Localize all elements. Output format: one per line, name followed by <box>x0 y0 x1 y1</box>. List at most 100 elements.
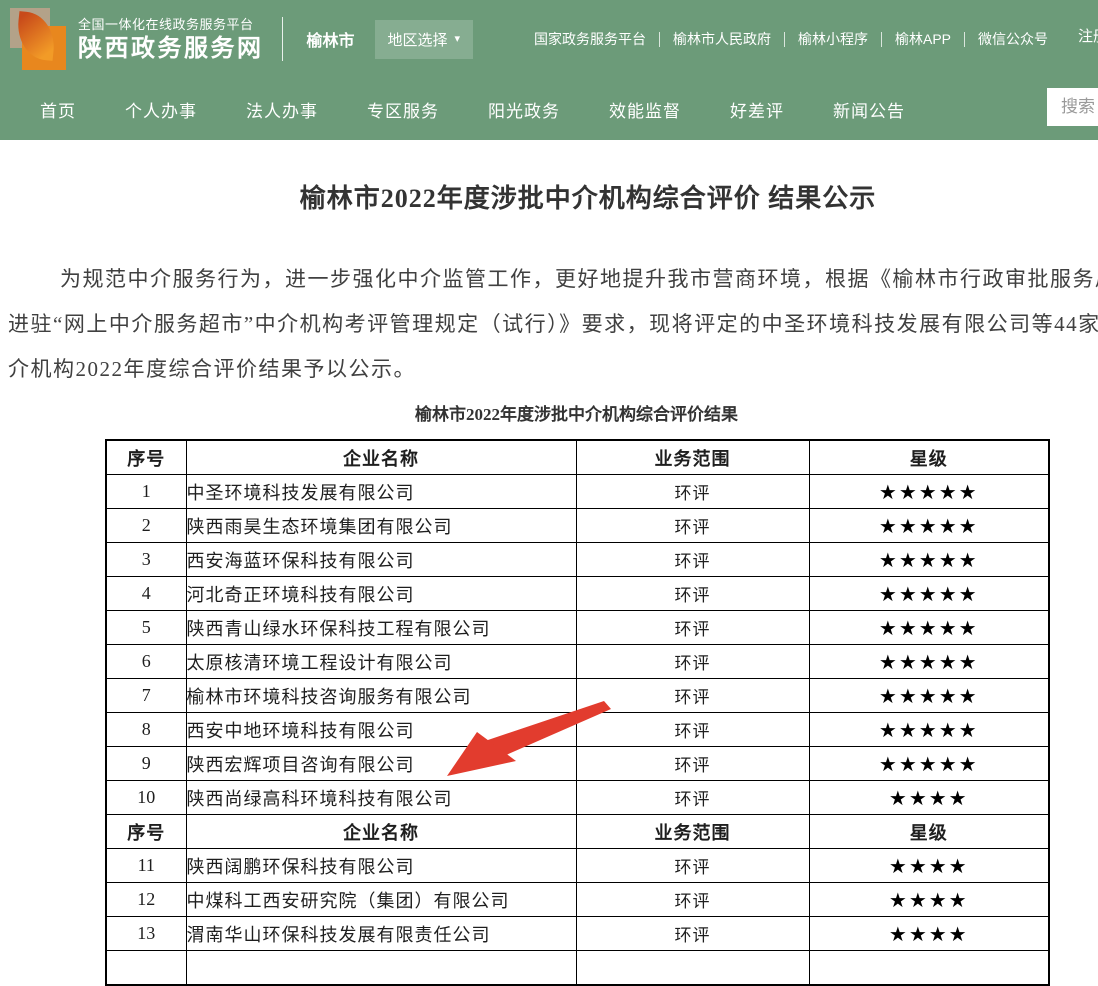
notice-paragraph: 为规范中介服务行为，进一步强化中介监管工作，更好地提升我市营商环境，根据《榆林市… <box>8 257 1098 392</box>
top-link-app[interactable]: 榆林APP <box>894 31 951 47</box>
cell-company-name: 陕西青山绿水环保科技工程有限公司 <box>185 610 577 645</box>
register-link[interactable]: 注册 <box>1078 28 1098 45</box>
cell-star-rating: ★★★★★ <box>808 644 1050 679</box>
site-name: 陕西政务服务网 <box>78 34 264 62</box>
cell-star-rating: ★★★★★ <box>808 746 1050 781</box>
evaluation-table: 序号 企业名称 业务范围 星级 1 中圣环境科技发展有限公司 环评 ★★★★★ 2 陕西雨昊生态环… <box>105 439 1050 986</box>
site-header: 全国一体化在线政务服务平台 陕西政务服务网 榆林市 地区选择 ▾ 国家政务服务平… <box>0 0 1098 140</box>
top-link-national-platform[interactable]: 国家政务服务平台 <box>533 31 646 47</box>
cell-index: 6 <box>105 644 187 679</box>
table-row: 8 西安中地环境科技有限公司 环评 ★★★★★ <box>105 712 1050 747</box>
cell-star-rating: ★★★★ <box>808 848 1050 883</box>
paragraph-line: 介机构2022年度综合评价结果予以公示。 <box>8 357 416 381</box>
top-link-mini-program[interactable]: 榆林小程序 <box>797 31 868 47</box>
table-row: 12 中煤科工西安研究院（集团）有限公司 环评 ★★★★ <box>105 882 1050 917</box>
table-row: 6 太原核清环境工程设计有限公司 环评 ★★★★★ <box>105 644 1050 679</box>
table-row: 1 中圣环境科技发展有限公司 环评 ★★★★★ <box>105 474 1050 509</box>
nav-item-efficiency-supervision[interactable]: 效能监督 <box>609 101 681 121</box>
cell-business-scope: 环评 <box>575 848 810 883</box>
table-row: 4 河北奇正环境科技有限公司 环评 ★★★★★ <box>105 576 1050 611</box>
cell-star-rating: ★★★★★ <box>808 712 1050 747</box>
cell-company-name: 榆林市环境科技咨询服务有限公司 <box>185 678 577 713</box>
cell-index: 10 <box>105 780 187 815</box>
nav-item-personal-services[interactable]: 个人办事 <box>125 101 197 121</box>
nav-item-home[interactable]: 首页 <box>40 101 76 121</box>
link-separator <box>964 31 965 47</box>
vertical-divider <box>281 17 283 61</box>
nav-item-news[interactable]: 新闻公告 <box>833 101 905 121</box>
cell-company-name: 中圣环境科技发展有限公司 <box>185 474 577 509</box>
chevron-down-icon: ▾ <box>454 32 461 45</box>
notice-content: 榆林市2022年度涉批中介机构综合评价 结果公示 为规范中介服务行为，进一步强化… <box>0 178 1098 986</box>
platform-name: 全国一体化在线政务服务平台 <box>78 16 254 32</box>
cell-business-scope: 环评 <box>575 644 810 679</box>
cell-star-rating: ★★★★★ <box>808 576 1050 611</box>
cell-index: 2 <box>105 508 187 543</box>
table-row: 11 陕西阔鹏环保科技有限公司 环评 ★★★★ <box>105 848 1050 883</box>
nav-item-rating[interactable]: 好差评 <box>730 101 784 121</box>
region-select-button[interactable]: 地区选择 ▾ <box>374 19 474 59</box>
cell-index: 11 <box>105 848 187 883</box>
nav-item-special-zone-services[interactable]: 专区服务 <box>367 101 439 121</box>
cell-index: 9 <box>105 746 187 781</box>
cell-star-rating: ★★★★★ <box>808 542 1050 577</box>
top-link-city-government[interactable]: 榆林市人民政府 <box>672 31 771 47</box>
table-row: 10 陕西尚绿高科环境科技有限公司 环评 ★★★★ <box>105 780 1050 815</box>
link-separator <box>880 31 882 47</box>
column-header: 业务范围 <box>575 439 810 475</box>
column-header: 序号 <box>105 814 187 849</box>
cell-company-name: 陕西雨昊生态环境集团有限公司 <box>185 508 577 543</box>
cell-business-scope: 环评 <box>575 746 810 781</box>
cell-index: 13 <box>105 916 187 951</box>
cell-business-scope: 环评 <box>575 916 810 951</box>
column-header: 业务范围 <box>575 814 810 849</box>
top-links: 国家政务服务平台 榆林市人民政府 榆林小程序 榆林APP 微信公众号 <box>534 29 1048 49</box>
cell-star-rating: ★★★★ <box>808 882 1050 917</box>
cell-index: 4 <box>105 576 187 611</box>
top-bar: 全国一体化在线政务服务平台 陕西政务服务网 榆林市 地区选择 ▾ 国家政务服务平… <box>0 0 1098 78</box>
cell-business-scope: 环评 <box>575 576 810 611</box>
cell-clipped <box>575 950 810 986</box>
cell-index: 7 <box>105 678 187 713</box>
table-caption: 榆林市2022年度涉批中介机构综合评价结果 <box>415 405 738 424</box>
brand-text: 全国一体化在线政务服务平台 陕西政务服务网 <box>78 18 264 61</box>
table-row: 13 渭南华山环保科技发展有限责任公司 环评 ★★★★ <box>105 916 1050 951</box>
cell-company-name: 陕西宏辉项目咨询有限公司 <box>185 746 577 781</box>
cell-business-scope: 环评 <box>575 712 810 747</box>
cell-business-scope: 环评 <box>575 474 810 509</box>
table-row: 3 西安海蓝环保科技有限公司 环评 ★★★★★ <box>105 542 1050 577</box>
cell-company-name: 陕西阔鹏环保科技有限公司 <box>185 848 577 883</box>
cell-star-rating: ★★★★★ <box>808 678 1050 713</box>
column-header: 星级 <box>808 814 1050 849</box>
current-city-label: 榆林市 <box>306 33 355 50</box>
table-header-row: 序号 企业名称 业务范围 星级 <box>105 439 1050 475</box>
top-link-wechat[interactable]: 微信公众号 <box>978 31 1048 47</box>
cell-company-name: 西安中地环境科技有限公司 <box>185 712 577 747</box>
cell-company-name: 陕西尚绿高科环境科技有限公司 <box>185 780 577 815</box>
cell-star-rating: ★★★★ <box>808 780 1050 815</box>
cell-business-scope: 环评 <box>575 882 810 917</box>
cell-index: 3 <box>105 542 187 577</box>
cell-company-name: 西安海蓝环保科技有限公司 <box>185 542 577 577</box>
region-select-label: 地区选择 <box>387 31 448 49</box>
cell-index: 12 <box>105 882 187 917</box>
table-header-row: 序号 企业名称 业务范围 星级 <box>105 814 1050 849</box>
search-input[interactable] <box>1047 88 1098 126</box>
site-logo <box>8 8 66 70</box>
paragraph-line: 进驻“网上中介服务超市”中介机构考评管理规定（试行）》要求，现将评定的中圣环境科… <box>8 312 1098 336</box>
table-row: 9 陕西宏辉项目咨询有限公司 环评 ★★★★★ <box>105 746 1050 781</box>
table-row-clipped <box>105 950 1050 986</box>
nav-item-sunshine-government[interactable]: 阳光政务 <box>488 101 560 121</box>
cell-clipped <box>105 950 187 986</box>
main-nav: 首页 个人办事 法人办事 专区服务 阳光政务 效能监督 好差评 新闻公告 <box>0 78 1098 140</box>
cell-index: 8 <box>105 712 187 747</box>
cell-star-rating: ★★★★ <box>808 916 1050 951</box>
cell-index: 5 <box>105 610 187 645</box>
column-header: 企业名称 <box>185 439 577 475</box>
nav-item-legal-entity-services[interactable]: 法人办事 <box>246 101 318 121</box>
column-header: 序号 <box>105 439 187 475</box>
cell-business-scope: 环评 <box>575 780 810 815</box>
cell-business-scope: 环评 <box>575 508 810 543</box>
notice-page: 榆林市2022年度涉批中介机构综合评价 结果公示 为规范中介服务行为，进一步强化… <box>0 178 1098 986</box>
link-separator <box>658 31 660 47</box>
